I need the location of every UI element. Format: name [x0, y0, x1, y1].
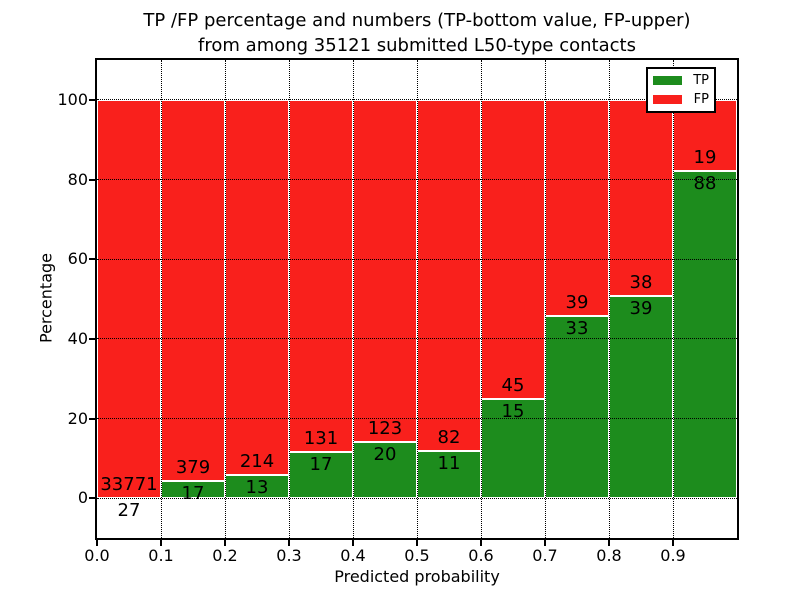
y-tick — [89, 178, 95, 181]
y-gridline — [97, 99, 737, 101]
chart-title-line1: TP /FP percentage and numbers (TP-bottom… — [143, 10, 691, 31]
y-tick-label: 60 — [67, 249, 88, 269]
tp-count-label: 27 — [117, 499, 141, 521]
tp-count-label: 39 — [629, 298, 653, 320]
x-tick-label: 0.0 — [84, 546, 110, 565]
y-tick — [89, 337, 95, 340]
x-gridline — [416, 60, 418, 538]
bar-segment-fp — [225, 99, 289, 476]
tp-count-label: 15 — [501, 400, 525, 422]
y-gridline — [97, 258, 737, 260]
x-tick — [224, 540, 226, 546]
tp-count-label: 17 — [181, 483, 205, 505]
chart-title-line2: from among 35121 submitted L50-type cont… — [198, 35, 636, 56]
x-tick-label: 0.2 — [212, 546, 238, 565]
x-gridline — [288, 60, 290, 538]
fp-count-label: 39 — [565, 291, 589, 313]
tp-count-label: 11 — [437, 453, 461, 475]
y-gridline — [97, 179, 737, 180]
bar-segment-fp — [609, 99, 673, 297]
bar-segment-fp — [417, 99, 481, 452]
x-axis-label: Predicted probability — [334, 567, 500, 586]
x-gridline — [544, 60, 546, 538]
x-tick-label: 0.4 — [340, 546, 366, 565]
y-tick-label: 100 — [57, 89, 88, 109]
legend-item: FP — [653, 93, 709, 106]
fp-count-label: 33771 — [100, 473, 158, 495]
x-tick — [480, 540, 482, 546]
x-gridline — [480, 60, 482, 538]
y-tick-label: 20 — [67, 408, 88, 428]
tp-count-label: 17 — [309, 454, 333, 476]
bar-segment-fp — [545, 99, 609, 316]
x-tick-label: 0.7 — [532, 546, 558, 565]
fp-count-label: 214 — [239, 451, 275, 473]
fp-count-label: 123 — [367, 418, 403, 440]
x-gridline — [608, 60, 610, 538]
y-tick — [89, 258, 95, 261]
x-gridline — [224, 60, 226, 538]
x-tick — [160, 540, 162, 546]
fp-count-label: 82 — [437, 427, 461, 449]
x-tick — [544, 540, 546, 546]
x-tick-label: 0.3 — [276, 546, 302, 565]
legend: TP FP — [646, 67, 716, 113]
bar-segment-fp — [289, 99, 353, 453]
bar-segment-fp — [161, 99, 225, 482]
bar-segment-fp — [481, 99, 545, 399]
y-tick — [89, 497, 95, 500]
fp-count-label: 131 — [303, 428, 339, 450]
y-gridline — [97, 338, 737, 340]
tp-count-label: 88 — [693, 172, 717, 194]
fp-count-label: 38 — [629, 272, 653, 294]
y-tick — [89, 98, 95, 101]
legend-label: TP — [693, 73, 709, 89]
x-tick-label: 0.5 — [404, 546, 430, 565]
legend-swatch — [653, 76, 682, 86]
legend-item: TP — [653, 74, 709, 87]
x-tick — [96, 540, 98, 546]
x-tick — [288, 540, 290, 546]
tp-count-label: 20 — [373, 444, 397, 466]
y-gridline — [97, 418, 737, 419]
x-gridline — [352, 60, 354, 538]
fp-count-label: 19 — [693, 146, 717, 168]
x-gridline — [160, 60, 162, 538]
chart-title: TP /FP percentage and numbers (TP-bottom… — [95, 8, 739, 58]
y-tick — [89, 417, 95, 420]
x-tick-label: 0.1 — [148, 546, 174, 565]
plot-area: TP FP 33771 27 379 17 214 13 131 17 123 20 82 11 45 15… — [95, 58, 739, 540]
y-tick-label: 0 — [77, 488, 88, 508]
y-tick-label: 80 — [67, 169, 88, 189]
x-tick — [416, 540, 418, 546]
bar-segment-tp — [609, 296, 673, 499]
legend-label: FP — [693, 91, 709, 107]
x-tick-label: 0.6 — [468, 546, 494, 565]
x-tick — [672, 540, 674, 546]
fp-count-label: 45 — [501, 374, 525, 396]
x-tick — [608, 540, 610, 546]
bar-segment-tp — [673, 170, 737, 499]
x-tick — [352, 540, 354, 546]
x-tick-label: 0.8 — [596, 546, 622, 565]
y-tick-label: 40 — [67, 328, 88, 348]
bar-segment-tp — [545, 315, 609, 499]
tp-count-label: 13 — [245, 477, 269, 499]
tp-count-label: 33 — [565, 317, 589, 339]
bar-segment-fp — [353, 99, 417, 443]
y-gridline — [97, 497, 737, 499]
bar-segment-fp — [97, 99, 161, 498]
x-gridline — [672, 60, 674, 538]
fp-count-label: 379 — [175, 457, 211, 479]
x-tick-label: 0.9 — [660, 546, 686, 565]
legend-swatch — [653, 94, 682, 104]
